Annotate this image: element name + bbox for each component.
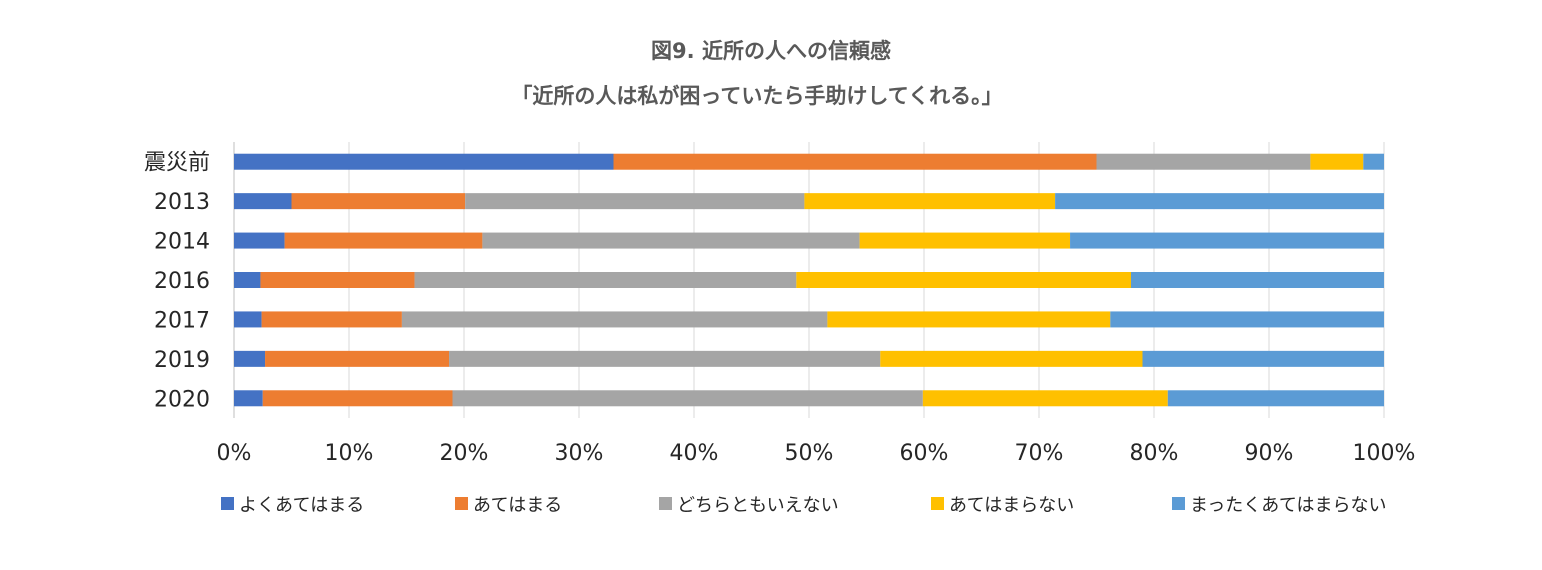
bar-segment <box>234 390 263 407</box>
bar-segment <box>401 311 828 328</box>
bar-segment <box>1110 311 1384 328</box>
bar-segment <box>1310 153 1364 170</box>
bar-segment <box>465 193 805 210</box>
bar-segment <box>880 350 1143 367</box>
bar-segment <box>1131 272 1384 288</box>
bar-segment <box>284 232 483 249</box>
bars <box>234 153 1384 407</box>
legend-label: あてはまらない <box>949 495 1074 516</box>
x-tick-label: 50% <box>785 441 834 466</box>
category-labels: 震災前 2013 2014 2016 2017 2019 2020 <box>144 151 210 413</box>
x-tick-label: 40% <box>670 441 719 466</box>
category-label: 2013 <box>154 190 210 215</box>
bar-segment <box>261 311 402 328</box>
chart-subtitle: 「近所の人は私が困っていたら手助けしてくれる。」 <box>511 84 1002 108</box>
x-tick-label: 10% <box>325 441 374 466</box>
bar-segment <box>859 232 1071 249</box>
legend-label: よくあてはまる <box>239 495 364 516</box>
bar-segment <box>234 232 285 249</box>
bar-segment <box>1142 350 1384 367</box>
bar-segment <box>482 232 860 249</box>
category-label: 震災前 <box>144 151 210 176</box>
bar-segment <box>291 193 466 210</box>
x-tick-label: 20% <box>440 441 489 466</box>
bar-segment <box>827 311 1111 328</box>
bar-segment <box>804 193 1056 210</box>
category-label: 2020 <box>154 387 210 412</box>
legend-swatch <box>455 497 468 510</box>
x-axis-ticks: 0% 10% 20% 30% 40% 50% 60% 70% 80% 90% 100% <box>217 441 1416 466</box>
x-tick-label: 80% <box>1130 441 1179 466</box>
legend-label: どちらともいえない <box>677 495 839 516</box>
bar-segment <box>1363 153 1384 170</box>
bar-segment <box>260 272 415 288</box>
x-tick-label: 30% <box>555 441 604 466</box>
bar-segment <box>1096 153 1311 170</box>
bar-segment <box>1070 232 1384 249</box>
bar-segment <box>234 350 266 367</box>
bar-segment <box>922 390 1168 407</box>
bar-segment <box>234 272 261 288</box>
legend-swatch <box>659 497 672 510</box>
legend: よくあてはまる あてはまる どちらともいえない あてはまらない まったくあてはまらない <box>221 495 1387 516</box>
legend-label: あてはまる <box>473 495 562 516</box>
legend-swatch <box>931 497 944 510</box>
legend-label: まったくあてはまらない <box>1190 495 1387 516</box>
bar-segment <box>1167 390 1384 407</box>
x-tick-label: 0% <box>217 441 252 466</box>
category-label: 2017 <box>154 308 210 333</box>
bar-segment <box>449 350 881 367</box>
x-tick-label: 60% <box>900 441 949 466</box>
x-tick-label: 90% <box>1245 441 1294 466</box>
category-label: 2014 <box>154 230 210 255</box>
bar-segment <box>234 153 614 170</box>
x-tick-label: 70% <box>1015 441 1064 466</box>
bar-segment <box>234 311 262 328</box>
legend-swatch <box>221 497 234 510</box>
bar-segment <box>452 390 923 407</box>
bar-segment <box>265 350 450 367</box>
category-label: 2019 <box>154 348 210 373</box>
legend-swatch <box>1172 497 1185 510</box>
category-label: 2016 <box>154 269 210 294</box>
bar-segment <box>262 390 453 407</box>
bar-segment <box>796 272 1131 288</box>
bar-segment <box>414 272 797 288</box>
chart-title: 図9. 近所の人への信頼感 <box>651 39 891 63</box>
bar-segment <box>1055 193 1384 210</box>
bar-segment <box>613 153 1097 170</box>
x-tick-label: 100% <box>1353 441 1416 466</box>
bar-segment <box>234 193 292 210</box>
